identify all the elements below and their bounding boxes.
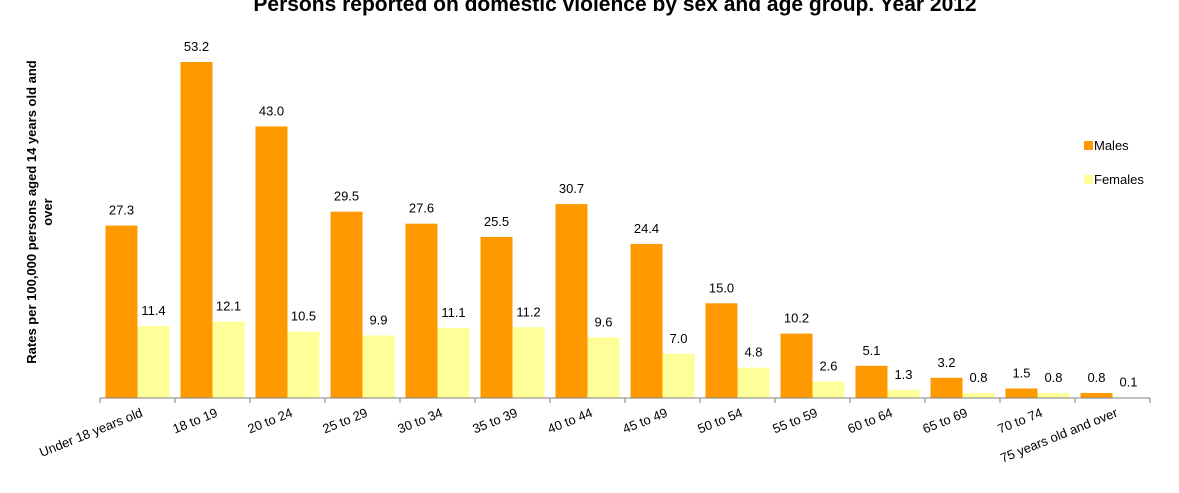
x-tick-label: 18 to 19 xyxy=(170,405,219,437)
bar-males xyxy=(180,62,213,398)
bar-males xyxy=(630,243,663,398)
legend-swatch-females xyxy=(1084,175,1093,184)
bar-males xyxy=(930,377,963,398)
x-tick-label: 30 to 34 xyxy=(395,405,444,437)
legend-swatch-males xyxy=(1084,141,1093,150)
plot-area: 27.3 53.2 43.0 29.5 27.6 25.5 30.7 24.4 15.0 10.2… xyxy=(37,39,1151,466)
bar-males xyxy=(330,211,363,398)
data-label-females: 2.6 xyxy=(819,359,837,374)
x-tick-label: 60 to 64 xyxy=(845,405,894,437)
bar-males xyxy=(405,223,438,398)
bar-females xyxy=(737,367,770,398)
data-label-females: 9.9 xyxy=(369,312,387,327)
x-tick-label: 55 to 59 xyxy=(770,405,819,437)
bar-females xyxy=(587,337,620,398)
data-label-females: 11.4 xyxy=(141,303,165,318)
data-label-males: 30.7 xyxy=(559,181,584,196)
data-label-males: 43.0 xyxy=(259,103,284,118)
y-axis-title-line-1: Rates per 100,000 persons aged 14 years … xyxy=(24,60,39,364)
x-tick-label: 65 to 69 xyxy=(920,405,969,437)
legend-label-males: Males xyxy=(1094,138,1129,153)
bar-males xyxy=(1080,392,1113,398)
data-label-males: 27.6 xyxy=(409,201,434,216)
bar-females xyxy=(137,326,170,398)
bar-females xyxy=(437,327,470,398)
data-label-males: 53.2 xyxy=(184,39,209,54)
data-label-females: 0.8 xyxy=(969,370,987,385)
bar-females xyxy=(662,353,695,398)
data-label-females: 9.6 xyxy=(594,314,612,329)
data-label-males: 25.5 xyxy=(484,214,509,229)
data-label-females: 10.5 xyxy=(291,309,316,324)
data-label-females: 0.8 xyxy=(1044,370,1062,385)
bar-females xyxy=(512,327,545,398)
y-axis-title: Rates per 100,000 persons aged 14 years … xyxy=(24,60,55,364)
bar-males xyxy=(705,303,738,398)
x-tick-label: 45 to 49 xyxy=(620,405,669,437)
data-label-females: 12.1 xyxy=(216,299,241,314)
x-tick-label: 40 to 44 xyxy=(545,405,594,437)
bar-females xyxy=(962,392,995,398)
data-label-males: 0.8 xyxy=(1087,370,1105,385)
data-label-males: 3.2 xyxy=(937,355,955,370)
x-tick-label: Under 18 years old xyxy=(37,405,144,460)
data-label-males: 27.3 xyxy=(109,203,134,218)
bar-males xyxy=(555,204,588,398)
bar-males xyxy=(780,333,813,398)
bar-males xyxy=(105,225,138,398)
bar-females xyxy=(287,331,320,398)
data-label-males: 10.2 xyxy=(784,311,809,326)
bar-females xyxy=(212,321,245,398)
bar-males xyxy=(255,126,288,398)
x-tick-label: 25 to 29 xyxy=(320,405,369,437)
data-label-males: 15.0 xyxy=(709,280,734,295)
x-tick-label: 35 to 39 xyxy=(470,405,519,437)
bar-females xyxy=(1037,392,1070,398)
bar-females xyxy=(362,335,395,398)
x-tick-label: 70 to 74 xyxy=(995,405,1044,437)
data-label-females: 0.1 xyxy=(1119,374,1137,389)
x-tick-label: 20 to 24 xyxy=(245,405,294,437)
y-axis-title-line-2: over xyxy=(40,198,55,225)
data-label-females: 4.8 xyxy=(744,345,762,360)
bar-females xyxy=(887,389,920,398)
x-tick-label: 50 to 54 xyxy=(695,405,744,437)
bar-females xyxy=(812,381,845,398)
bar-males xyxy=(480,236,513,398)
data-label-females: 11.2 xyxy=(516,304,540,319)
legend: Males Females xyxy=(1084,138,1144,187)
data-label-males: 1.5 xyxy=(1012,366,1030,381)
data-label-males: 29.5 xyxy=(334,189,359,204)
data-label-females: 1.3 xyxy=(894,367,912,382)
chart-title: Persons reported on domestic violence by… xyxy=(253,0,976,16)
data-label-females: 11.1 xyxy=(441,305,465,320)
data-label-females: 7.0 xyxy=(669,331,687,346)
data-label-males: 24.4 xyxy=(634,221,659,236)
bar-males xyxy=(855,365,888,398)
data-label-males: 5.1 xyxy=(862,343,880,358)
legend-label-females: Females xyxy=(1094,172,1144,187)
bar-males xyxy=(1005,388,1038,398)
